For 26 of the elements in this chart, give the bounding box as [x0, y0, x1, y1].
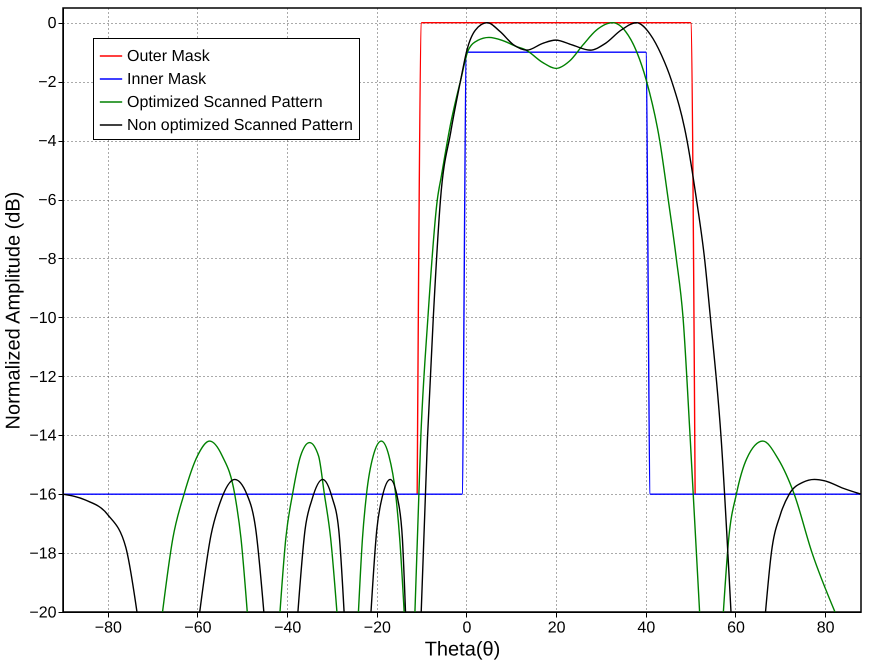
x-tick-label: −60	[184, 620, 212, 636]
y-tick-label: −12	[29, 368, 57, 386]
y-tick-label: −2	[38, 74, 57, 92]
y-tick-label: −6	[38, 192, 57, 210]
y-axis-title: Normalized Amplitude (dB)	[2, 192, 24, 430]
y-tick-label: −16	[29, 486, 57, 504]
x-axis-title: Theta(θ)	[424, 638, 500, 660]
y-tick-label: 0	[48, 15, 57, 32]
legend-label: Inner Mask	[127, 71, 208, 88]
x-tick-label: −40	[274, 620, 302, 636]
y-tick-label: −4	[38, 133, 57, 150]
legend-label: Optimized Scanned Pattern	[127, 94, 323, 111]
y-tick-label: −10	[29, 310, 57, 327]
y-tick-label: −8	[38, 250, 57, 268]
x-tick-label: 0	[462, 620, 472, 636]
legend-label: Outer Mask	[127, 48, 211, 65]
x-tick-label: −20	[364, 620, 391, 636]
x-tick-label: 80	[816, 620, 835, 636]
y-tick-label: −14	[29, 428, 57, 445]
x-tick-label: 20	[548, 620, 566, 636]
x-tick-label: 40	[637, 620, 656, 636]
y-tick-label: −18	[29, 546, 57, 563]
y-tick-label: −20	[29, 604, 57, 622]
x-tick-label: 60	[727, 620, 745, 636]
x-tick-label: −80	[94, 620, 122, 636]
legend-label: Non optimized Scanned Pattern	[127, 117, 353, 134]
